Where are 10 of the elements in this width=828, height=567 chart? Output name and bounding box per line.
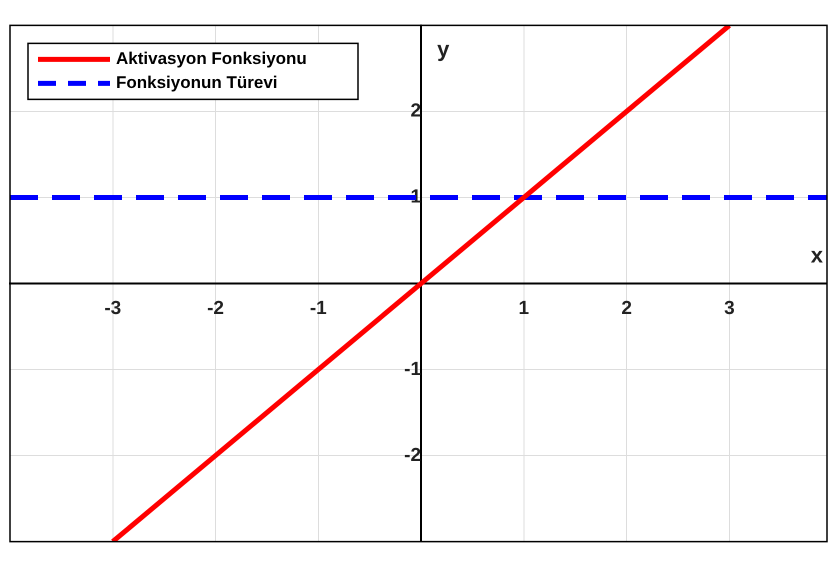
x-tick-label: -2 xyxy=(207,298,224,320)
x-tick-label: 1 xyxy=(518,298,530,320)
legend-label: Aktivasyon Fonksiyonu xyxy=(116,49,307,68)
x-tick-label: -1 xyxy=(310,298,328,320)
x-tick-label: 2 xyxy=(621,298,632,320)
x-tick-label: 3 xyxy=(724,298,735,320)
x-axis-title: x xyxy=(810,242,824,268)
legend-label: Fonksiyonun Türevi xyxy=(116,73,278,92)
x-tick-label: -3 xyxy=(104,298,122,320)
y-axis-title: y xyxy=(437,36,450,62)
